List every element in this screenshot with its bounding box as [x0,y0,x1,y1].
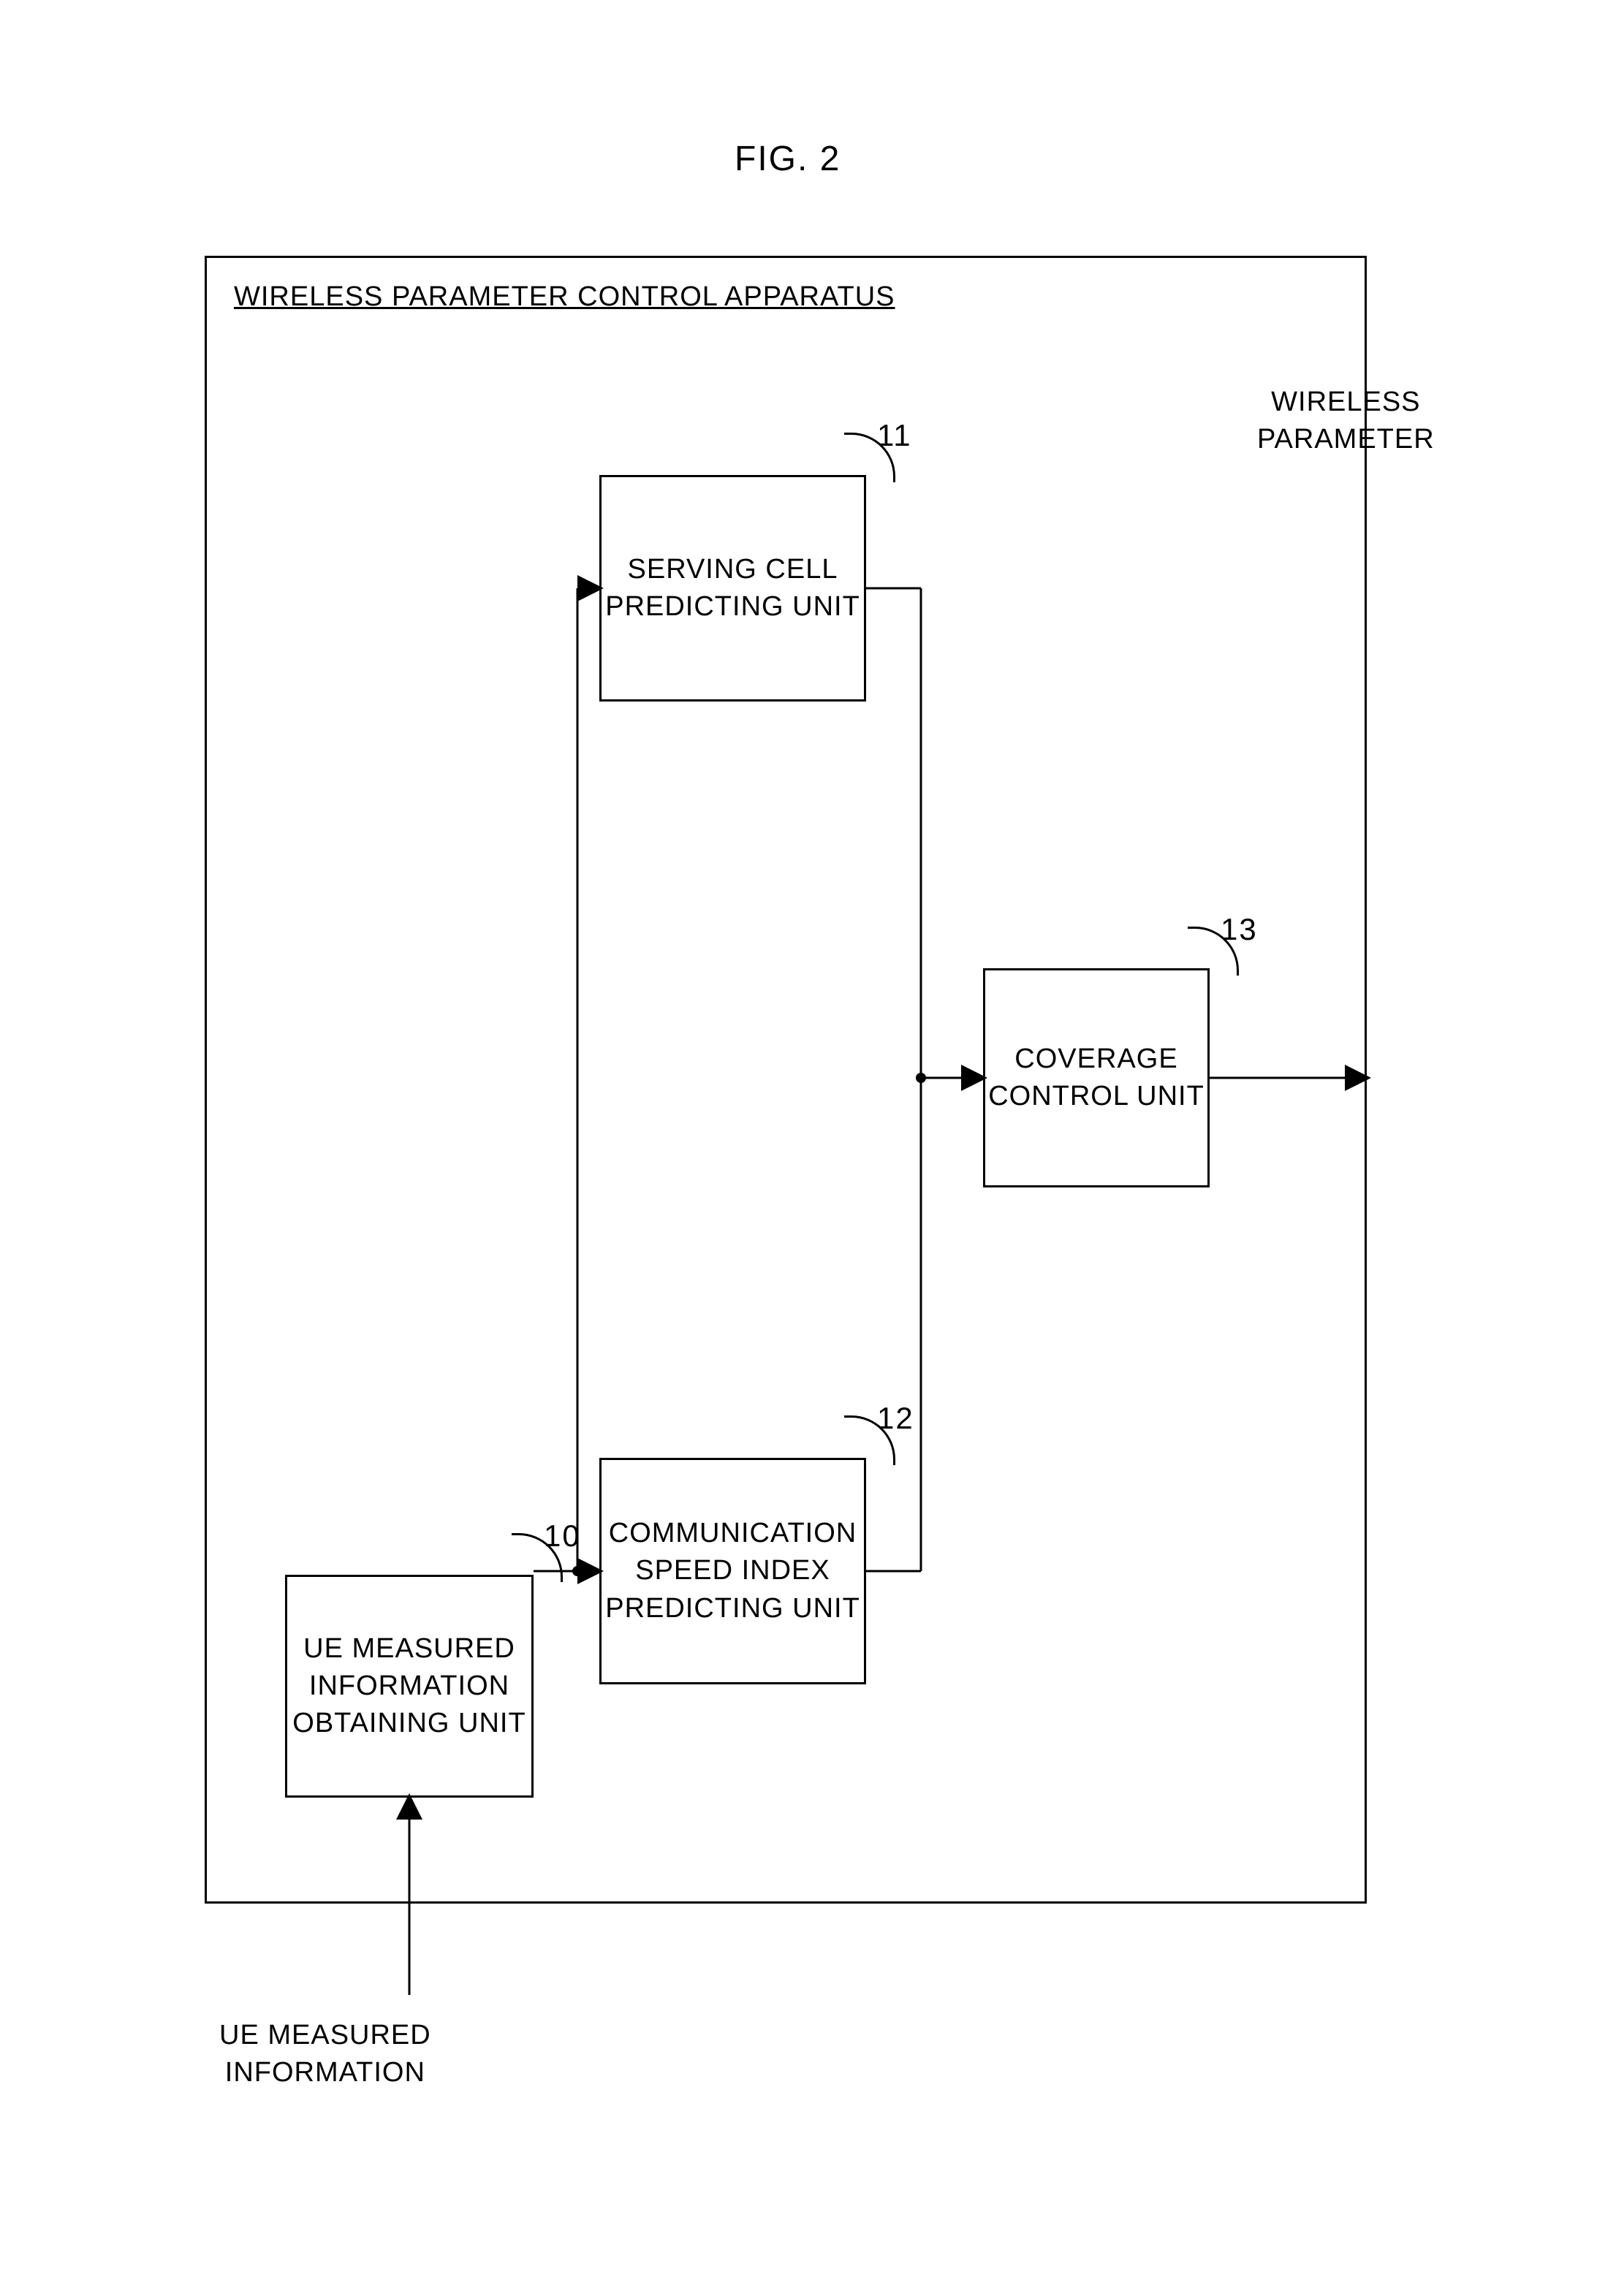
connectors [0,0,1597,2296]
